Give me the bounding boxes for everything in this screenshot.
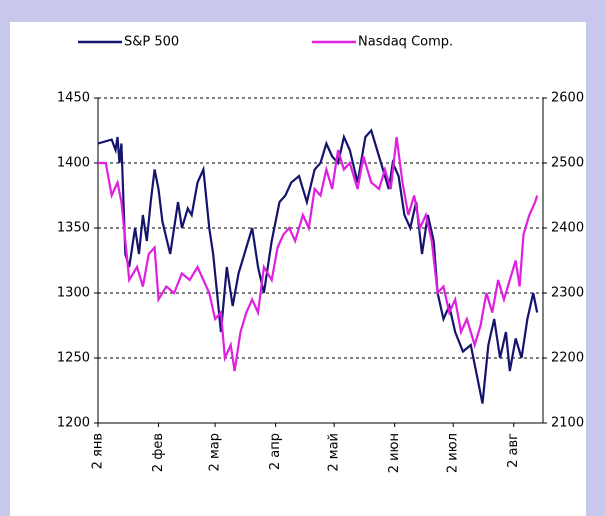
y-tick-label: 1300 xyxy=(57,286,90,301)
x-tick-label: 2 апр xyxy=(268,433,283,470)
x-tick-label: 2 мар xyxy=(208,433,223,471)
y2-tick-label: 2100 xyxy=(551,416,584,431)
series-line xyxy=(98,136,539,372)
legend-label: S&P 500 xyxy=(124,35,179,50)
legend-label: Nasdaq Comp. xyxy=(358,35,453,50)
x-tick-label: 2 май xyxy=(327,433,342,472)
y2-tick-label: 2500 xyxy=(551,156,584,171)
y2-tick-label: 2200 xyxy=(551,351,584,366)
y-tick-label: 1200 xyxy=(57,416,90,431)
x-tick-label: 2 июн xyxy=(387,433,402,473)
y-tick-label: 1250 xyxy=(57,351,90,366)
series-line xyxy=(97,128,539,404)
y2-tick-label: 2600 xyxy=(551,91,584,106)
panel xyxy=(10,22,586,516)
x-tick-label: 2 июл xyxy=(446,433,461,473)
x-tick-label: 2 фев xyxy=(151,433,166,472)
x-tick-label: 2 авг xyxy=(506,433,521,468)
y-tick-label: 1450 xyxy=(57,91,90,106)
y-tick-label: 1400 xyxy=(57,156,90,171)
x-tick-label: 2 янв xyxy=(91,433,106,469)
y-tick-label: 1350 xyxy=(57,221,90,236)
y2-tick-label: 2300 xyxy=(551,286,584,301)
y2-tick-label: 2400 xyxy=(551,221,584,236)
